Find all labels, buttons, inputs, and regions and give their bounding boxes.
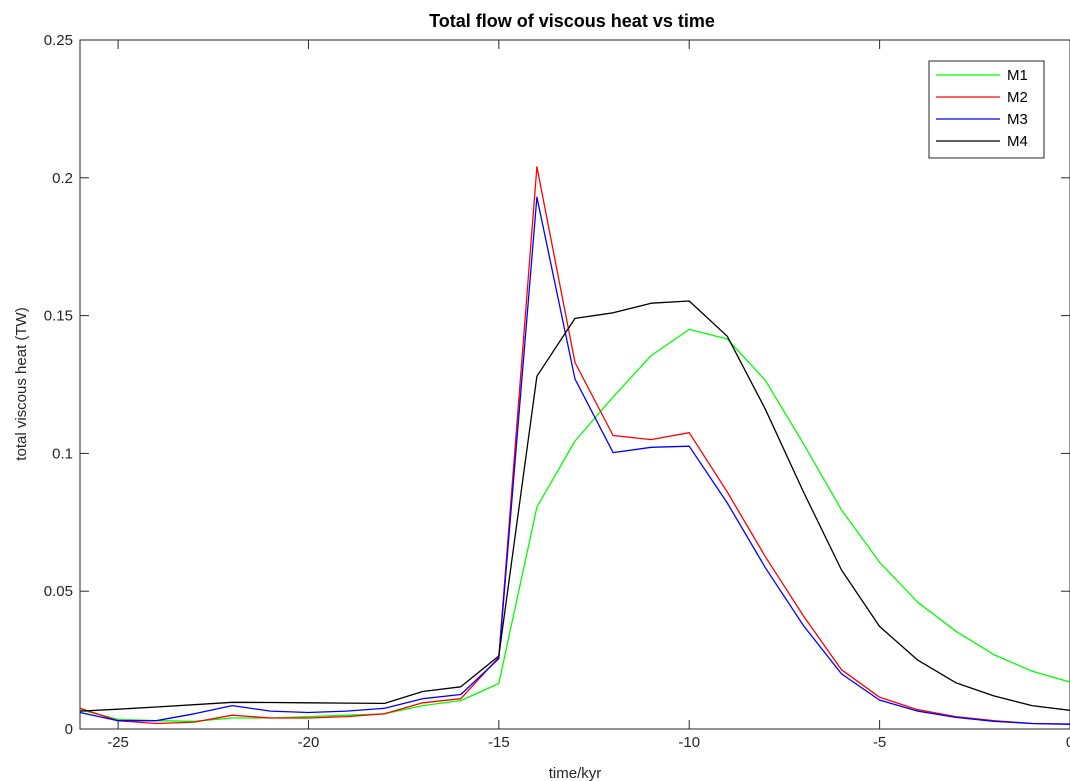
chart-title: Total flow of viscous heat vs time: [429, 11, 715, 31]
x-tick-label: -5: [873, 734, 886, 751]
axis-ticks: -25 -20 -15 -10 -5 0 0 0.05 0.1 0.15 0.2 0.25: [44, 32, 1070, 751]
plot-frame: [79, 39, 1070, 730]
y-tick-label: 0.2: [52, 170, 73, 187]
legend-label-m1: M1: [1007, 67, 1028, 84]
y-tick-label: 0: [65, 721, 73, 738]
x-axis-label: time/kyr: [549, 765, 602, 781]
y-tick-label: 0.1: [52, 445, 73, 462]
x-tick-label: -25: [107, 734, 129, 751]
legend: M1 M2 M3 M4: [928, 60, 1045, 159]
x-tick-label: -10: [678, 734, 700, 751]
y-tick-label: 0.25: [44, 32, 73, 49]
series-group: [79, 166, 1070, 725]
series-line-m3: [79, 196, 1070, 725]
y-tick-label: 0.05: [44, 583, 73, 600]
legend-label-m4: M4: [1007, 133, 1028, 150]
y-tick-label: 0.15: [44, 308, 73, 325]
x-tick-label: -15: [488, 734, 510, 751]
x-tick-label: 0: [1066, 734, 1070, 751]
y-axis-label: total viscous heat (TW): [13, 307, 30, 460]
series-line-m1: [79, 328, 1070, 722]
series-line-m2: [79, 166, 1070, 725]
x-tick-label: -20: [298, 734, 320, 751]
legend-box: [928, 60, 1045, 159]
plot-area: -25 -20 -15 -10 -5 0 0 0.05 0.1 0.15 0.2 0.25: [44, 32, 1070, 751]
series-line-m4: [79, 300, 1070, 712]
legend-label-m3: M3: [1007, 111, 1028, 128]
legend-label-m2: M2: [1007, 89, 1028, 106]
